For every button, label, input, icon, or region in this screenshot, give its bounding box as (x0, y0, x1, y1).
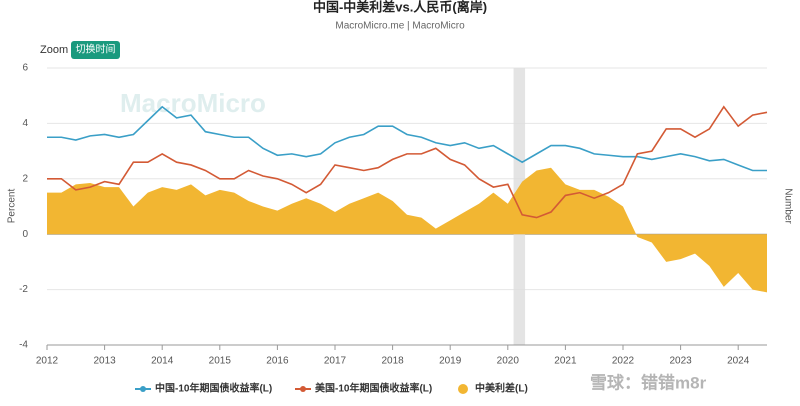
x-tick-label: 2020 (497, 356, 520, 367)
legend-label: 美国-10年期国债收益率(L) (315, 382, 432, 395)
chart-subtitle: MacroMicro.me | MacroMicro (335, 21, 465, 32)
legend-marker (140, 386, 146, 392)
zoom-button[interactable] (71, 41, 120, 59)
x-tick-label: 2013 (93, 356, 116, 367)
chart-title: 中国-中美利差vs.人民币(离岸) (313, 0, 487, 14)
x-tick-label: 2012 (36, 356, 59, 367)
x-tick-label: 2023 (669, 356, 692, 367)
y2-axis-label: Number (782, 188, 793, 224)
legend-marker (300, 386, 306, 392)
plot-front (46, 344, 767, 350)
x-tick-label: 2014 (151, 356, 174, 367)
y-tick-label: -2 (19, 284, 28, 295)
x-tick-label: 2022 (612, 356, 635, 367)
watermark: MacroMicro (120, 88, 266, 118)
line (47, 105, 768, 219)
x-tick-label: 2016 (266, 356, 289, 367)
plot-data (47, 105, 768, 293)
x-tick-label: 2018 (381, 356, 404, 367)
y-tick-label: 6 (22, 63, 28, 74)
y-tick-label: 2 (22, 173, 28, 184)
y-axis-label: Percent (7, 189, 18, 224)
x-tick-label: 2021 (554, 356, 577, 367)
line (47, 105, 767, 172)
y-tick-label: 0 (22, 229, 28, 240)
legend-label: 中美利差(L) (475, 382, 528, 395)
zoom-label: Zoom (40, 44, 68, 56)
legend-label: 中国-10年期国债收益率(L) (155, 382, 272, 395)
y-tick-label: -4 (19, 340, 28, 351)
x-tick-label: 2017 (324, 356, 347, 367)
x-tick-label: 2015 (209, 356, 232, 367)
legend-marker (458, 384, 468, 394)
area (47, 167, 767, 293)
zoom-button-label[interactable]: 切换时间 (76, 43, 116, 56)
watermark: 雪球：错错m8r (590, 372, 707, 392)
x-tick-label: 2019 (439, 356, 462, 367)
x-tick-label: 2024 (727, 356, 750, 367)
y-tick-label: 4 (22, 118, 28, 129)
